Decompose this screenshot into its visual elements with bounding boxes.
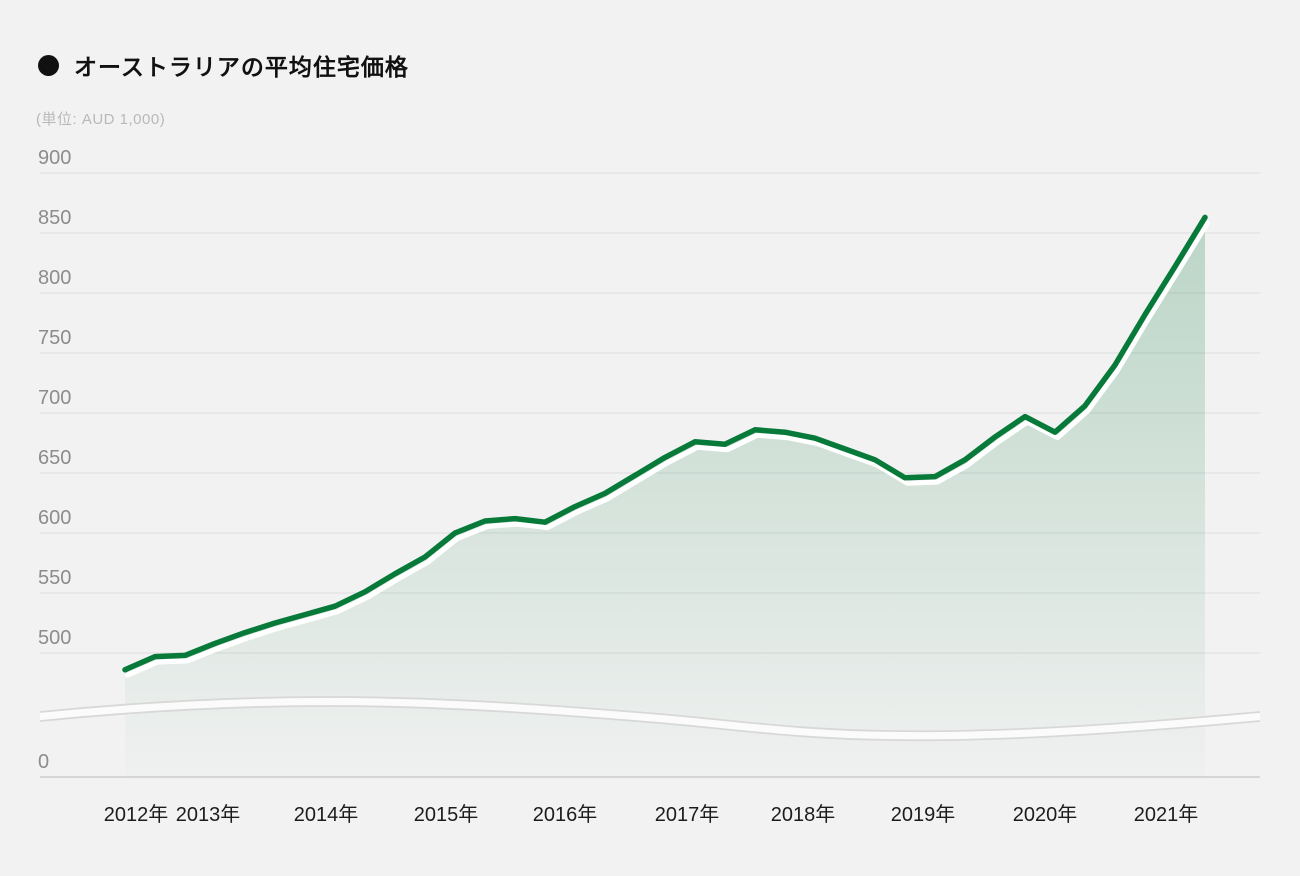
price-line [122,214,1208,673]
price-line-shadow [125,220,1210,678]
y-axis-tick-label: 850 [38,207,71,229]
x-axis-tick-label: 2018年 [771,803,836,826]
x-axis-tick-label: 2016年 [533,803,598,826]
y-axis-tick-label: 700 [38,387,71,409]
x-axis-tick-label: 2012年 [104,803,169,826]
x-axis-tick-label: 2015年 [414,803,479,826]
y-axis-tick-label: 750 [38,327,71,349]
unit-label: (単位: AUD 1,000) [36,111,166,128]
x-axis-tick-label: 2019年 [891,803,956,826]
x-axis-tick-label: 2021年 [1134,803,1199,826]
x-axis-tick-label: 2014年 [294,803,359,826]
chart-header: オーストラリアの平均住宅価格 [38,48,409,82]
x-axis-tick-label: 2017年 [655,803,720,826]
x-axis-tick-label: 2020年 [1013,803,1078,826]
y-axis-tick-label: 900 [38,147,71,169]
y-axis-tick-label: 0 [38,751,49,773]
x-axis-tick-label: 2013年 [176,803,241,826]
price-area-fill [125,217,1205,777]
y-axis-tick-label: 650 [38,447,71,469]
axis-break-band [40,697,1260,741]
y-axis-tick-label: 550 [38,567,71,589]
title-row: オーストラリアの平均住宅価格 [38,48,409,82]
y-axis-tick-label: 500 [38,627,71,649]
y-axis-tick-label: 800 [38,267,71,289]
axis-break-upper-line [39,696,1261,733]
axis-break-lower-line [39,705,1261,742]
y-axis-tick-label: 600 [38,507,71,529]
bullet-dot-icon [38,54,59,76]
chart-title: オーストラリアの平均住宅価格 [74,54,409,80]
